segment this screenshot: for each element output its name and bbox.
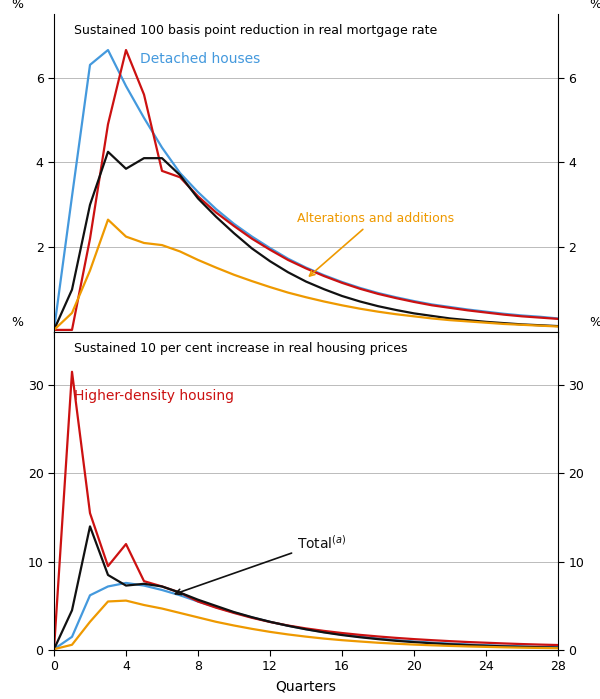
Text: Sustained 10 per cent increase in real housing prices: Sustained 10 per cent increase in real h… xyxy=(74,342,407,354)
Text: Sustained 100 basis point reduction in real mortgage rate: Sustained 100 basis point reduction in r… xyxy=(74,24,437,36)
Text: Alterations and additions: Alterations and additions xyxy=(297,212,454,276)
Text: Detached houses: Detached houses xyxy=(140,52,260,66)
Text: Total$^{(a)}$: Total$^{(a)}$ xyxy=(175,533,347,595)
Text: %: % xyxy=(589,0,600,10)
Text: Higher-density housing: Higher-density housing xyxy=(74,389,234,403)
Text: %: % xyxy=(589,316,600,329)
Text: %: % xyxy=(11,0,23,10)
X-axis label: Quarters: Quarters xyxy=(275,679,337,693)
Text: %: % xyxy=(11,316,23,329)
